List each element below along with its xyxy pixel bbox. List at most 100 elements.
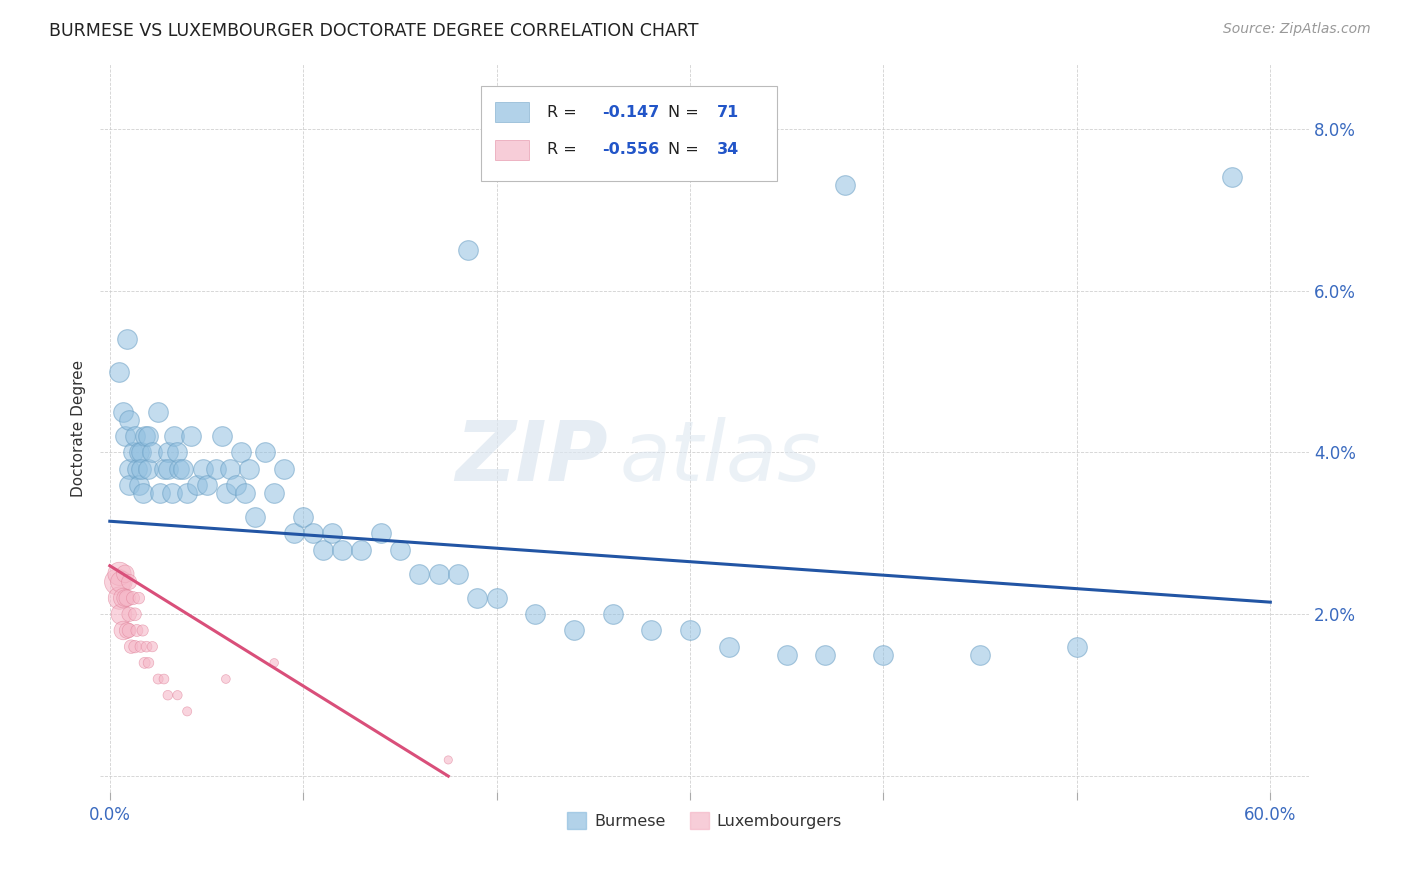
Legend: Burmese, Luxembourgers: Burmese, Luxembourgers <box>561 806 848 835</box>
Text: N =: N = <box>668 104 704 120</box>
Point <box>969 648 991 662</box>
Point <box>134 429 156 443</box>
Point <box>302 526 325 541</box>
Point <box>166 688 188 702</box>
Text: ZIP: ZIP <box>456 417 607 498</box>
Point <box>118 624 141 638</box>
Point <box>679 624 702 638</box>
Point <box>112 591 135 606</box>
Point <box>370 526 392 541</box>
Text: 71: 71 <box>717 104 740 120</box>
Point <box>129 461 152 475</box>
Point <box>485 591 508 606</box>
Point <box>141 640 163 654</box>
Point <box>115 332 138 346</box>
Point <box>172 461 194 475</box>
Point <box>125 461 148 475</box>
Point <box>215 672 238 686</box>
FancyBboxPatch shape <box>495 102 529 122</box>
Point <box>169 461 191 475</box>
Point <box>292 510 315 524</box>
Point <box>156 445 179 459</box>
Point <box>120 640 142 654</box>
Point <box>176 486 198 500</box>
Point <box>814 648 837 662</box>
Point <box>233 486 256 500</box>
Point <box>186 478 208 492</box>
Point <box>1066 640 1088 654</box>
Point <box>128 591 150 606</box>
Text: -0.556: -0.556 <box>602 143 659 158</box>
Point <box>238 461 260 475</box>
Point <box>205 461 228 475</box>
Point <box>108 365 131 379</box>
FancyBboxPatch shape <box>481 86 778 180</box>
Point <box>122 591 145 606</box>
Point <box>717 640 740 654</box>
Point <box>311 542 333 557</box>
Point <box>524 607 547 622</box>
Point <box>115 591 138 606</box>
Point <box>134 656 156 670</box>
Point <box>211 429 233 443</box>
Point <box>114 429 136 443</box>
Point <box>124 607 146 622</box>
Point <box>330 542 353 557</box>
Point <box>114 591 136 606</box>
Point <box>156 461 179 475</box>
Text: -0.147: -0.147 <box>602 104 659 120</box>
Point <box>465 591 488 606</box>
Point <box>138 461 160 475</box>
Point <box>447 566 470 581</box>
Point <box>112 624 135 638</box>
Point <box>141 445 163 459</box>
Point <box>108 566 131 581</box>
Point <box>427 566 450 581</box>
Point <box>195 478 218 492</box>
Text: atlas: atlas <box>620 417 821 498</box>
Point <box>114 566 136 581</box>
Point <box>128 478 150 492</box>
Point <box>118 478 141 492</box>
Point <box>118 461 141 475</box>
Point <box>153 672 176 686</box>
Point <box>124 429 146 443</box>
Point <box>225 478 247 492</box>
Point <box>125 624 148 638</box>
Text: N =: N = <box>668 143 704 158</box>
Point <box>131 624 153 638</box>
Text: 34: 34 <box>717 143 740 158</box>
Text: R =: R = <box>547 143 582 158</box>
Point <box>321 526 343 541</box>
Point <box>124 640 146 654</box>
Point <box>180 429 202 443</box>
Point <box>437 753 460 767</box>
Point <box>162 429 184 443</box>
Text: Source: ZipAtlas.com: Source: ZipAtlas.com <box>1223 22 1371 37</box>
Point <box>273 461 295 475</box>
Point <box>108 591 131 606</box>
Point <box>129 640 152 654</box>
Point <box>253 445 276 459</box>
Point <box>263 486 285 500</box>
Point <box>115 624 138 638</box>
Point <box>107 574 129 589</box>
Point <box>350 542 373 557</box>
Point <box>110 607 132 622</box>
Point <box>146 672 169 686</box>
Point <box>149 486 172 500</box>
Point <box>129 445 152 459</box>
Point <box>138 429 160 443</box>
Point <box>160 486 183 500</box>
Point <box>118 413 141 427</box>
Point <box>776 648 799 662</box>
Point <box>110 574 132 589</box>
Point <box>231 445 253 459</box>
Point <box>562 624 585 638</box>
Point <box>872 648 894 662</box>
Point <box>146 405 169 419</box>
Point <box>191 461 214 475</box>
Point <box>408 566 430 581</box>
Y-axis label: Doctorate Degree: Doctorate Degree <box>72 359 86 497</box>
Point <box>131 486 153 500</box>
